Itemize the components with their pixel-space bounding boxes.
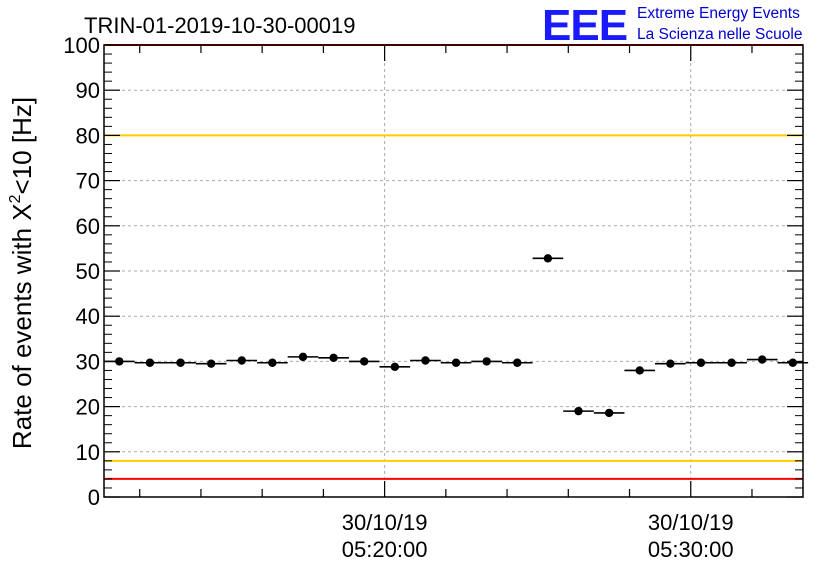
y-axis-title: Rate of events with X2<10 [Hz] <box>7 97 37 449</box>
data-point <box>513 358 522 367</box>
reference-lines <box>104 44 803 480</box>
data-point <box>757 355 767 364</box>
data-point <box>727 358 736 367</box>
y-tick-label: 50 <box>76 259 100 284</box>
y-tick-label: 70 <box>76 169 100 194</box>
data-point <box>788 358 797 367</box>
y-tick-label: 80 <box>76 123 100 148</box>
data-point <box>666 359 675 368</box>
data-point <box>482 357 491 366</box>
data-point <box>574 406 583 416</box>
data-point <box>237 356 246 365</box>
data-point <box>635 366 644 375</box>
data-points <box>104 254 809 418</box>
x-tick-time: 05:30:00 <box>648 537 734 562</box>
y-axis-title-sup: 2 <box>7 194 24 203</box>
y-axis-title-tail: <10 [Hz] <box>7 97 37 195</box>
data-point <box>298 352 308 362</box>
data-point <box>206 359 216 368</box>
chart-title: TRIN-01-2019-10-30-00019 <box>84 13 356 38</box>
y-tick-label: 90 <box>76 78 100 103</box>
data-point <box>360 357 369 366</box>
y-tick-label: 30 <box>76 349 100 374</box>
grid-lines <box>104 45 803 497</box>
y-tick-label: 20 <box>76 395 100 420</box>
data-point <box>451 358 461 367</box>
y-tick-label: 0 <box>88 485 100 510</box>
logo-line-1: Extreme Energy Events <box>637 5 800 22</box>
data-point <box>268 358 277 367</box>
data-point <box>145 358 155 367</box>
data-point <box>390 362 400 372</box>
axis-ticks <box>104 44 803 498</box>
y-tick-label: 10 <box>76 440 100 465</box>
y-tick-label: 60 <box>76 214 100 239</box>
x-tick-date: 30/10/19 <box>342 510 428 535</box>
eee-logo: EEE Extreme Energy Events La Scienza nel… <box>542 1 802 50</box>
data-point <box>696 358 706 367</box>
data-point <box>329 353 338 362</box>
y-tick-label: 100 <box>63 33 100 58</box>
logo-mark: EEE <box>542 1 627 50</box>
x-tick-time: 05:20:00 <box>342 537 428 562</box>
data-point <box>176 358 185 367</box>
logo-line-2: La Scienza nelle Scuole <box>637 26 802 43</box>
data-point <box>604 408 614 418</box>
axis-labels: 010203040506070809010030/10/1905:20:0030… <box>63 33 733 562</box>
y-tick-label: 40 <box>76 304 100 329</box>
data-point <box>421 356 430 365</box>
x-tick-date: 30/10/19 <box>648 510 734 535</box>
data-point <box>543 254 553 263</box>
y-axis-title-main: Rate of events with X <box>7 203 37 449</box>
